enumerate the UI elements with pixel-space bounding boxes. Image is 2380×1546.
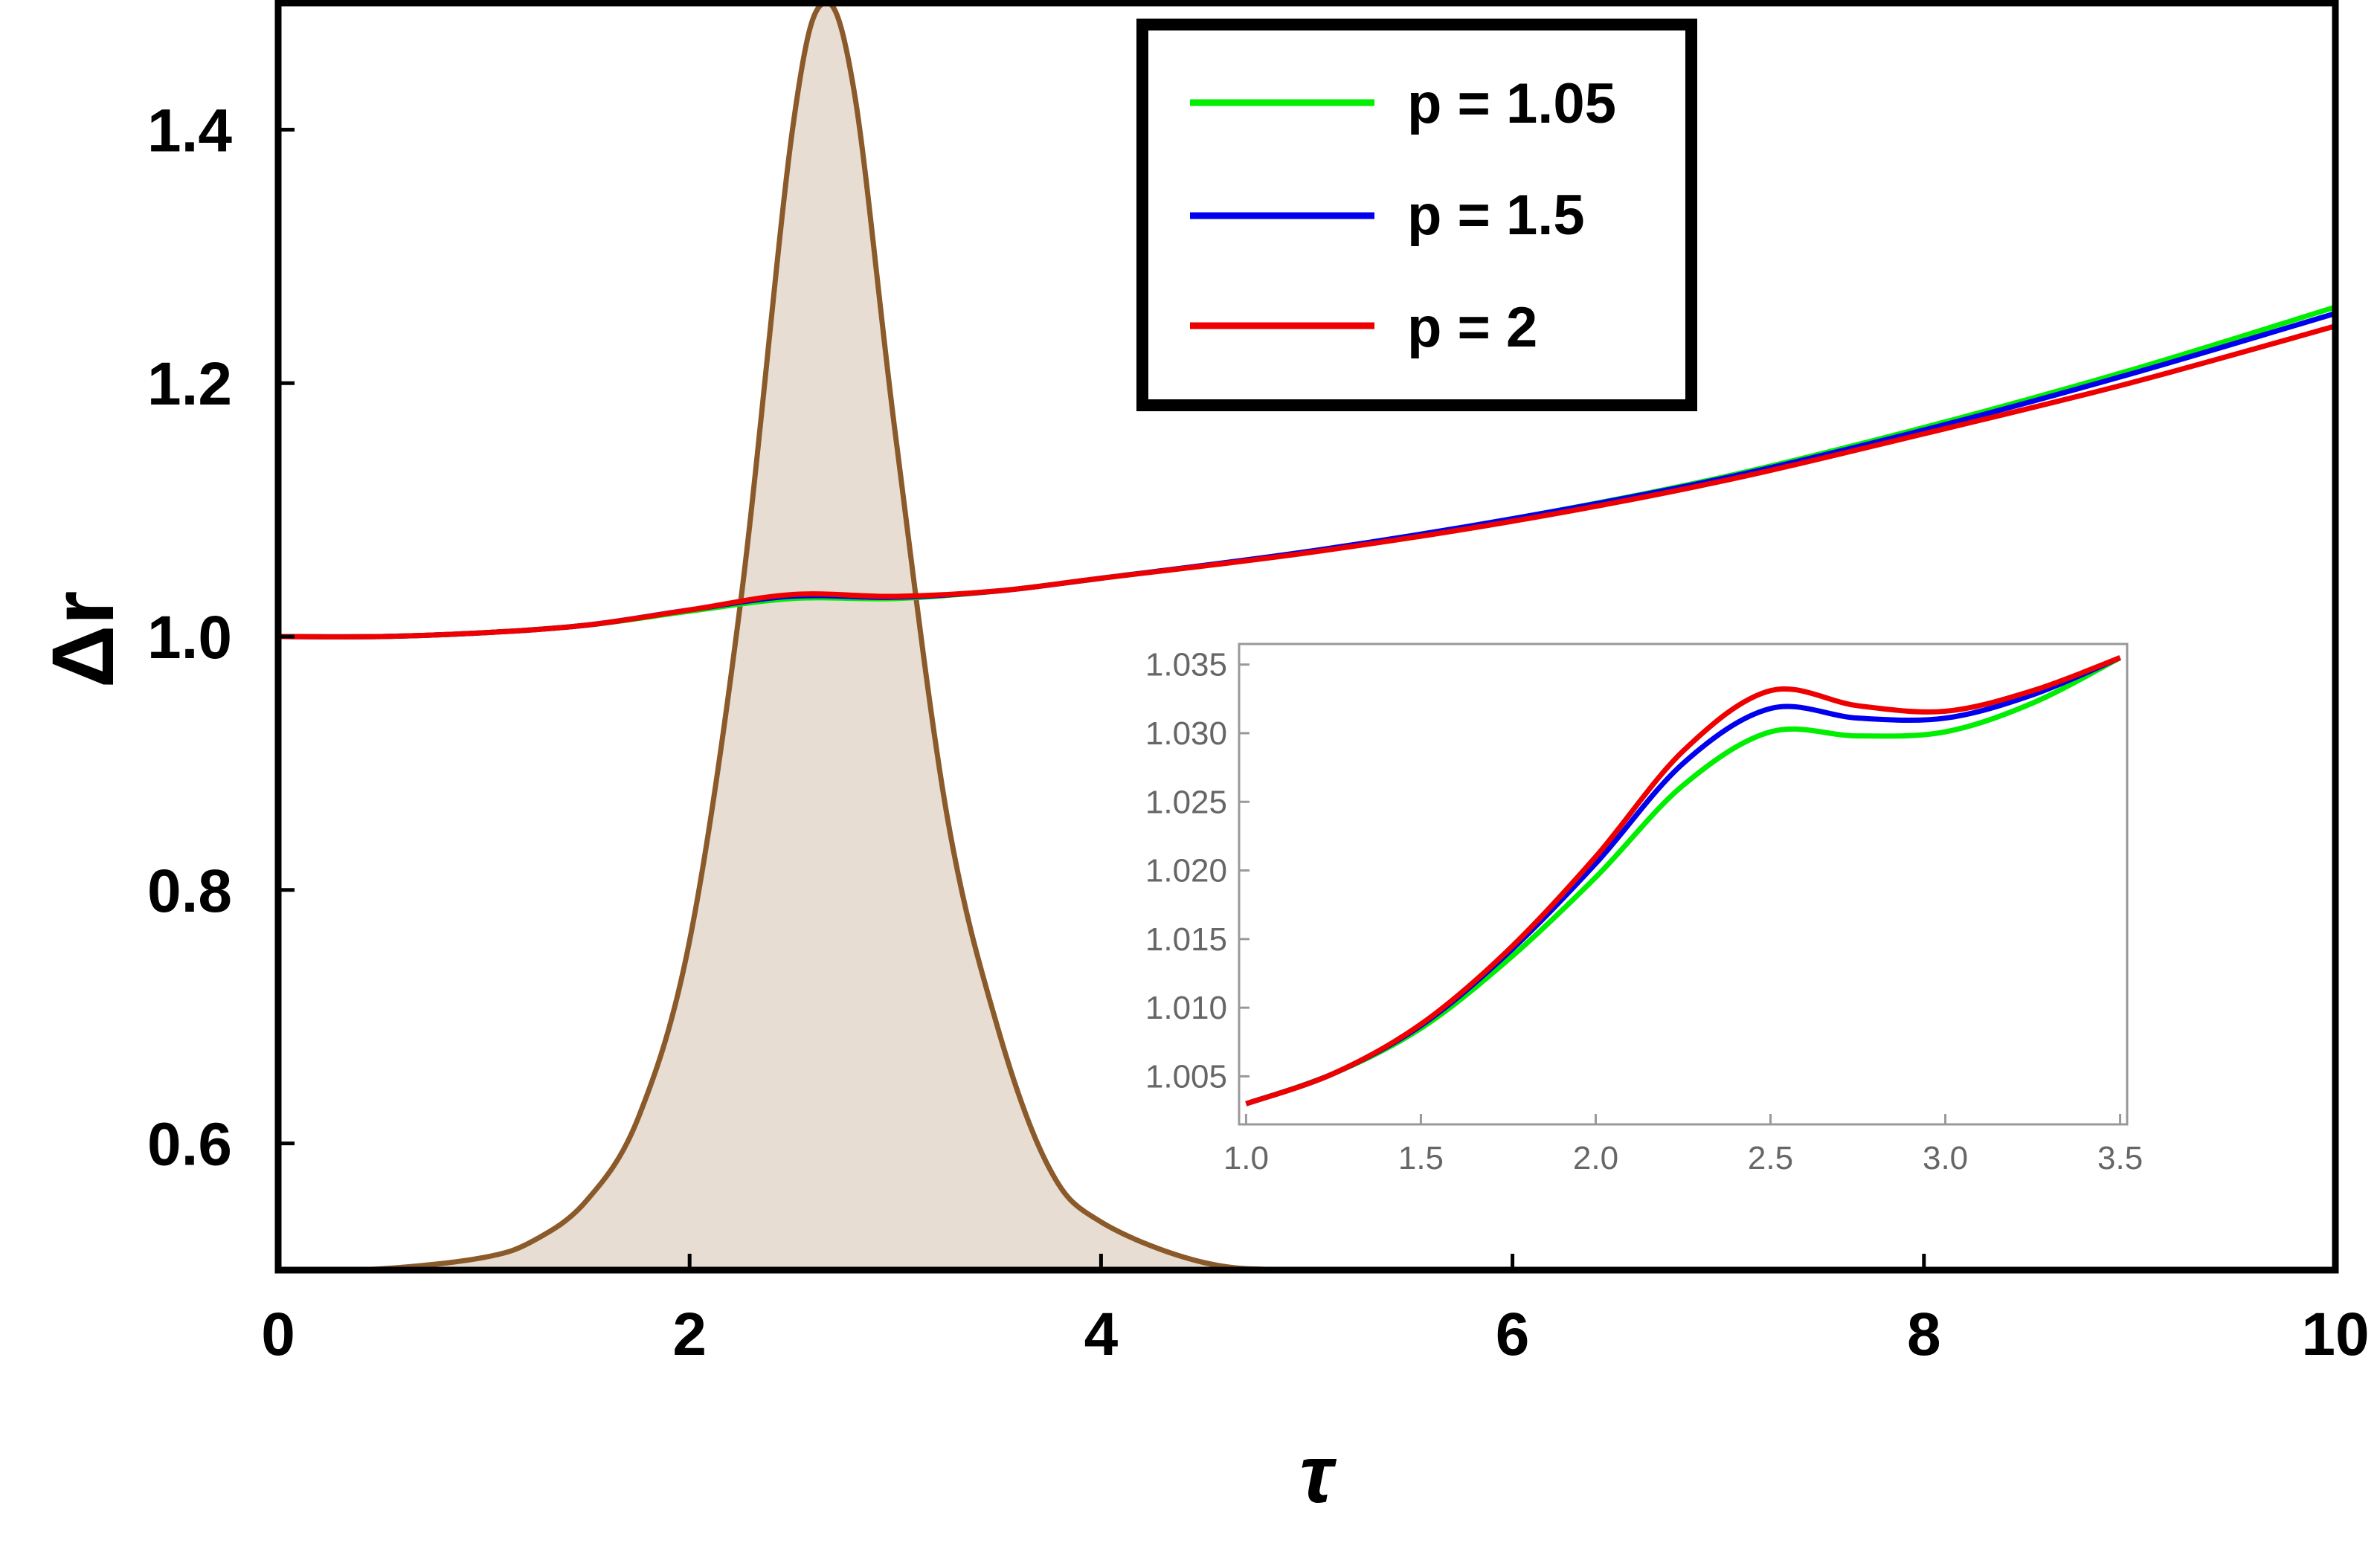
inset-frame: [1238, 642, 2129, 1126]
main-y-tick-label: 0.6: [147, 1111, 232, 1179]
main-x-ticks: 0 2 4 6 8 10: [261, 1254, 2370, 1368]
inset-plot: 1.0 1.5 2.0 2.5 3.0 3.5 1.0051.0101.0151.0201…: [1145, 642, 2143, 1176]
legend-label-p-2: p = 2: [1407, 296, 1537, 359]
main-plot: 0 2 4 6 8 10 0.6 0.8 1.0 1.2 1.4: [147, 0, 2370, 1368]
main-y-tick-label: 1.2: [147, 350, 232, 418]
main-series-layer: [277, 304, 2337, 640]
legend-label-p-1-5: p = 1.5: [1407, 184, 1585, 247]
inset-y-tick-label: 1.015: [1145, 921, 1227, 958]
main-x-tick-label: 4: [1084, 1301, 1119, 1368]
main-y-tick-label: 1.4: [147, 97, 232, 164]
main-x-tick-label: 0: [261, 1301, 295, 1368]
legend-label-p-1-05: p = 1.05: [1407, 72, 1616, 135]
main-x-tick-label: 6: [1496, 1301, 1530, 1368]
inset-series-3: [1245, 655, 2121, 1107]
inset-x-tick-label: 2.5: [1748, 1140, 1793, 1176]
main-y-ticks: 0.6 0.8 1.0 1.2 1.4: [147, 97, 295, 1179]
main-x-tick-label: 10: [2301, 1301, 2369, 1368]
inset-x-ticks: 1.0 1.5 2.0 2.5 3.0 3.5: [1223, 1114, 2143, 1176]
main-y-tick-label: 0.8: [147, 857, 232, 925]
inset-x-tick-label: 2.0: [1573, 1140, 1618, 1176]
inset-y-ticks: 1.005 1.010 1.015 1.020 1.025 1.030 1.035: [1145, 647, 1250, 1095]
inset-x-tick-label: 3.0: [1923, 1140, 1968, 1176]
main-y-tick-label: 1.0: [147, 604, 232, 671]
inset-y-tick-label: 1.005: [1145, 1058, 1227, 1095]
main-x-tick-label: 8: [1907, 1301, 1941, 1368]
y-axis-label: Δr: [34, 591, 132, 689]
inset-y-tick-label: 1.010: [1145, 990, 1227, 1026]
inset-y-tick-label: 1.030: [1145, 715, 1227, 752]
inset-y-tick-label: 1.020: [1145, 853, 1227, 889]
x-axis-label: τ: [1300, 1429, 1337, 1520]
inset-x-tick-label: 3.5: [2097, 1140, 2143, 1176]
inset-x-tick-label: 1.5: [1398, 1140, 1444, 1176]
main-x-tick-label: 2: [672, 1301, 707, 1368]
main-series-p-2: [277, 323, 2336, 640]
legend: p = 1.05 p = 1.5 p = 2: [1136, 19, 1697, 411]
inset-y-tick-label: 1.035: [1145, 647, 1227, 683]
inset-series-layer: [1245, 655, 2122, 1107]
pulse-area-fill: [278, 1, 2335, 1271]
inset-y-tick-label: 1.025: [1145, 784, 1227, 820]
inset-x-tick-label: 1.0: [1223, 1140, 1269, 1176]
